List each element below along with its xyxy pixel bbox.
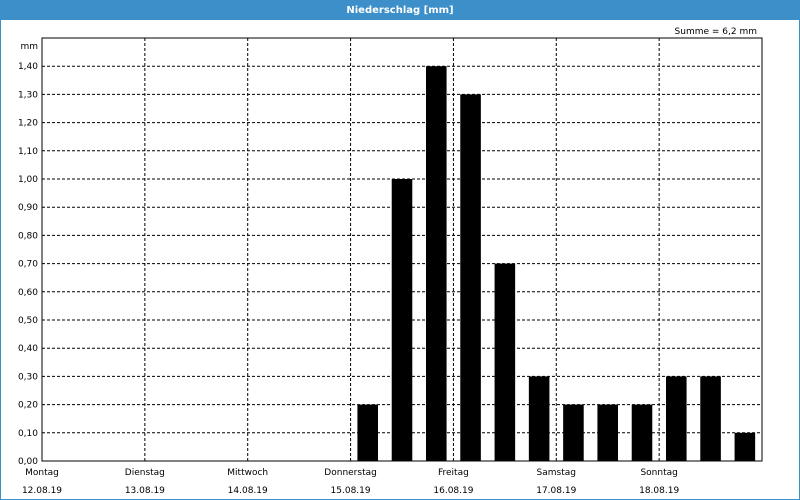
precipitation-chart: 0,00 0,10 0,20 0,30 0,40 0,50 0,60 0,70 0,80 0,90… [18, 27, 763, 496]
y-tick-label: 0,50 [18, 316, 38, 326]
bar [563, 404, 584, 461]
bar [734, 432, 756, 461]
y-tick-label: 1,40 [18, 62, 38, 72]
y-tick-label: 1,20 [18, 119, 38, 129]
x-tick-date: 17.08.19 [536, 486, 576, 496]
y-tick-label: 0,00 [18, 457, 38, 467]
x-tick-day-name: Mittwoch [227, 468, 268, 478]
x-tick-date: 12.08.19 [22, 486, 62, 496]
y-tick-label: 1,00 [18, 175, 38, 185]
y-tick-label: 1,30 [18, 90, 38, 100]
x-tick-date: 18.08.19 [639, 486, 679, 496]
bar [494, 263, 516, 461]
y-axis-ticks: 0,00 0,10 0,20 0,30 0,40 0,50 0,60 0,70 0,80 0,90… [18, 62, 38, 467]
chart-title: Niederschlag [mm] [1, 1, 799, 20]
bar [357, 404, 378, 461]
y-tick-label: 0,80 [18, 231, 38, 241]
bar [597, 404, 618, 461]
y-tick-label: 0,40 [18, 344, 38, 354]
bar-series [357, 66, 756, 462]
y-tick-label: 0,30 [18, 372, 38, 382]
bar [700, 376, 721, 461]
bar [666, 376, 687, 461]
bar [426, 66, 447, 461]
x-tick-date: 13.08.19 [125, 486, 165, 496]
bar [528, 376, 550, 461]
grid-lines [42, 38, 762, 461]
y-tick-label: 0,10 [18, 429, 38, 439]
x-tick-day-name: Freitag [438, 468, 469, 478]
x-tick-day-name: Montag [25, 468, 59, 478]
y-tick-label: 0,60 [18, 288, 38, 298]
x-tick-day-name: Donnerstag [324, 468, 377, 478]
bar [631, 404, 653, 461]
x-tick-day-name: Dienstag [125, 468, 165, 478]
bar [460, 94, 481, 462]
x-tick-date: 14.08.19 [228, 486, 268, 496]
x-tick-date: 15.08.19 [331, 486, 371, 496]
sum-annotation: Summe = 6,2 mm [675, 27, 757, 37]
y-tick-label: 1,10 [18, 147, 38, 157]
x-tick-day-name: Sonntag [640, 468, 677, 478]
bar [391, 179, 413, 461]
x-tick-day-name: Samstag [537, 468, 576, 478]
y-tick-label: 0,20 [18, 401, 38, 411]
y-tick-label: 0,70 [18, 260, 38, 270]
y-axis-label: mm [20, 42, 38, 52]
y-tick-label: 0,90 [18, 203, 38, 213]
x-tick-date: 16.08.19 [433, 486, 473, 496]
x-axis-ticks: Montag 12.08.19 Dienstag 13.08.19 Mittwoch 14… [22, 468, 679, 496]
